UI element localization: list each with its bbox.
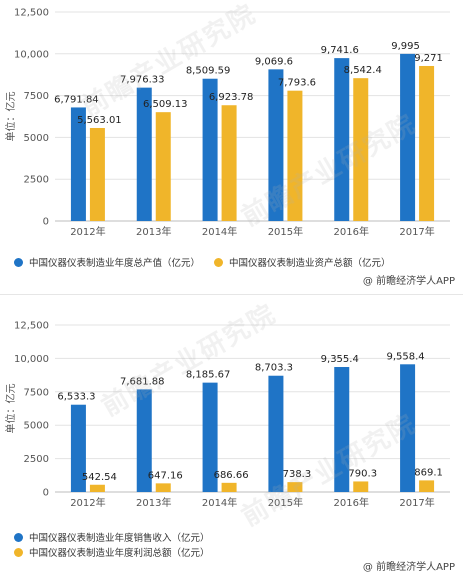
bar-series1 — [400, 364, 416, 492]
data-label-series1: 6,533.3 — [57, 392, 95, 403]
y-tick-label: 2500 — [24, 175, 49, 186]
x-tick-label: 2015年 — [268, 225, 303, 238]
data-label-series1: 8,703.3 — [255, 363, 293, 374]
bar-series1 — [70, 107, 86, 221]
data-label-series2: 6,509.13 — [143, 99, 188, 110]
data-label-series1: 9,741.6 — [321, 45, 359, 56]
bar-series1 — [334, 367, 350, 492]
y-tick-label: 5000 — [24, 421, 49, 432]
source-credit-bottom: @ 前瞻经济学人APP — [362, 562, 455, 573]
y-tick-label: 7500 — [24, 91, 49, 102]
legend-bottom-row1: 中国仪器仪表制造业年度销售收入（亿元） — [14, 530, 210, 544]
data-label-series1: 8,509.59 — [186, 66, 231, 77]
x-tick-label: 2014年 — [202, 496, 237, 509]
bar-series1 — [202, 382, 218, 492]
bar-series1 — [268, 375, 284, 492]
y-tick-label: 0 — [43, 217, 49, 228]
x-tick-label: 2017年 — [399, 496, 434, 509]
legend-top: 中国仪器仪表制造业年度总产值（亿元） 中国仪器仪表制造业资产总额（亿元） — [14, 255, 391, 269]
bar-series2 — [89, 127, 105, 221]
legend-label-series4: 中国仪器仪表制造业年度利润总额（亿元） — [29, 548, 210, 559]
bar-series2 — [353, 481, 369, 492]
y-tick-label: 7500 — [24, 387, 49, 398]
bar-series2 — [155, 112, 171, 221]
bar-series1 — [202, 78, 218, 221]
legend-swatch-series3 — [14, 532, 23, 542]
legend-label-series1: 中国仪器仪表制造业年度总产值（亿元） — [29, 258, 201, 269]
data-label-series2: 6,923.78 — [209, 92, 254, 103]
data-label-series1: 9,995 — [391, 41, 420, 52]
data-label-series1: 9,558.4 — [386, 351, 424, 362]
x-tick-label: 2012年 — [70, 496, 105, 509]
x-tick-label: 2013年 — [136, 496, 171, 509]
y-tick-label: 12,500 — [14, 321, 49, 332]
legend-label-series3: 中国仪器仪表制造业年度销售收入（亿元） — [29, 533, 210, 544]
bar-series2 — [287, 90, 303, 221]
data-label-series2: 5,563.01 — [77, 115, 122, 126]
legend-label-series2: 中国仪器仪表制造业资产总额（亿元） — [229, 258, 391, 269]
legend-swatch-series1 — [14, 257, 23, 267]
x-tick-label: 2016年 — [334, 225, 369, 238]
y-tick-label: 0 — [43, 488, 49, 499]
data-label-series1: 8,185.67 — [186, 370, 231, 381]
y-tick-label: 2500 — [24, 454, 49, 465]
data-label-series2: 686.66 — [214, 470, 249, 481]
bar-series2 — [155, 483, 171, 492]
y-tick-label: 5000 — [24, 133, 49, 144]
x-tick-label: 2017年 — [399, 225, 434, 238]
bar-series1 — [136, 389, 152, 492]
data-label-series2: 790.3 — [348, 468, 377, 479]
bar-series1 — [400, 53, 416, 221]
y-axis-label: 单位：亿元 — [4, 384, 17, 434]
x-tick-label: 2013年 — [136, 225, 171, 238]
data-label-series2: 9,271 — [414, 53, 443, 64]
data-label-series1: 9,355.4 — [321, 354, 359, 365]
data-label-series1: 7,976.33 — [120, 75, 165, 86]
y-tick-label: 12,500 — [14, 8, 49, 19]
data-label-series2: 542.54 — [82, 472, 117, 483]
bar-series2 — [353, 78, 369, 221]
bar-series1 — [268, 69, 284, 221]
x-tick-label: 2015年 — [268, 496, 303, 509]
bar-series2 — [419, 480, 435, 492]
data-label-series1: 9,069.6 — [255, 56, 293, 67]
data-label-series2: 8,542.4 — [344, 65, 382, 76]
legend-swatch-series4 — [14, 547, 23, 557]
bar-series2 — [221, 482, 237, 492]
bar-series2 — [89, 484, 105, 492]
chart-panel-top: 0 2500 5000 7500 10,000 12,500 单位：亿元 6,791.84 5,… — [4, 0, 455, 287]
y-axis-label: 单位：亿元 — [4, 92, 17, 142]
chart-bottom-svg: 0 2500 5000 7500 10,000 12,500 单位：亿元 6,533.3 542… — [4, 321, 450, 509]
bar-series2 — [287, 482, 303, 492]
x-tick-label: 2014年 — [202, 225, 237, 238]
y-tick-label: 10,000 — [14, 354, 49, 365]
bar-series1 — [136, 87, 152, 221]
x-tick-label: 2016年 — [334, 496, 369, 509]
bar-series1 — [334, 58, 350, 221]
source-credit-top: @ 前瞻经济学人APP — [362, 276, 455, 287]
panel-divider — [0, 294, 463, 295]
data-label-series2: 738.3 — [283, 469, 312, 480]
data-label-series1: 6,791.84 — [54, 94, 99, 105]
chart-top-svg: 0 2500 5000 7500 10,000 12,500 单位：亿元 6,791.84 5,… — [4, 8, 450, 238]
data-label-series2: 869.1 — [414, 467, 443, 478]
data-label-series2: 647.16 — [148, 470, 183, 481]
bar-series1 — [70, 404, 86, 492]
data-label-series2: 7,793.6 — [278, 78, 316, 89]
chart-panel-bottom: 0 2500 5000 7500 10,000 12,500 单位：亿元 6,533.3 542… — [0, 299, 463, 575]
x-tick-label: 2012年 — [70, 225, 105, 238]
data-label-series1: 7,681.88 — [120, 376, 165, 387]
y-tick-label: 10,000 — [14, 49, 49, 60]
legend-swatch-series2 — [214, 257, 224, 267]
bar-series2 — [419, 65, 435, 221]
bar-series2 — [221, 105, 237, 221]
legend-bottom-row2: 中国仪器仪表制造业年度利润总额（亿元） — [14, 545, 210, 559]
